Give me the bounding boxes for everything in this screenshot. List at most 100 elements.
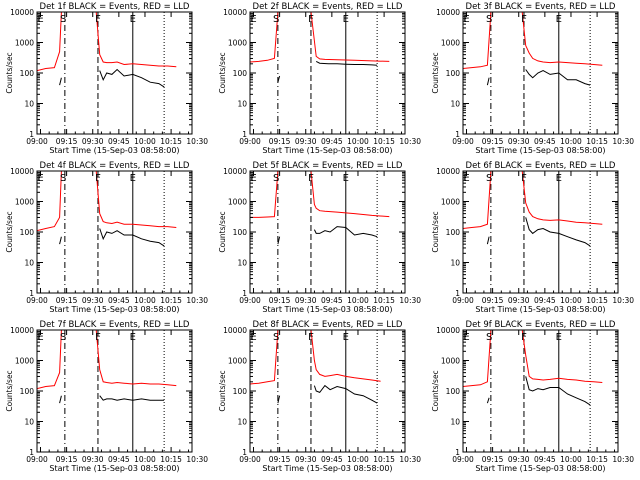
- phase-marker: F: [521, 332, 527, 343]
- series-line: [277, 75, 281, 83]
- y-tick-label: 1000: [15, 39, 34, 48]
- plot-frame: [249, 170, 406, 294]
- x-tick-label: 09:15: [56, 296, 78, 305]
- phase-marker: E: [250, 332, 256, 343]
- y-tick-label: 10000: [223, 167, 247, 176]
- series-line: [37, 330, 177, 390]
- y-tick-label: 1000: [15, 198, 34, 207]
- phase-marker: S: [273, 173, 279, 184]
- y-tick-label: 100: [233, 228, 248, 237]
- y-axis-label: Counts/sec: [431, 211, 440, 252]
- x-tick-label: 10:15: [160, 296, 182, 305]
- y-tick-label: 10000: [10, 326, 34, 335]
- x-tick-label: 10:30: [186, 455, 208, 464]
- chart-title: Det 5f BLACK = Events, RED = LLD: [253, 161, 403, 171]
- y-tick-label: 1: [455, 448, 460, 457]
- x-tick-label: 10:00: [347, 296, 369, 305]
- x-tick-label: 09:45: [321, 296, 343, 305]
- y-tick-label: 10000: [223, 326, 247, 335]
- x-tick-label: 10:15: [373, 137, 395, 146]
- series-line: [59, 236, 62, 245]
- plot-frame: [249, 329, 406, 453]
- series-line: [250, 171, 390, 218]
- phase-marker: S: [60, 14, 66, 25]
- x-tick-label: 09:15: [56, 455, 78, 464]
- y-tick-label: 1000: [228, 198, 247, 207]
- phase-marker: E: [250, 14, 256, 25]
- phase-marker: F: [521, 173, 527, 184]
- chart-title: Det 8f BLACK = Events, RED = LLD: [253, 320, 403, 330]
- y-tick-label: 1000: [15, 357, 34, 366]
- phase-marker: E: [556, 173, 562, 184]
- series-line: [486, 397, 490, 404]
- series-line: [59, 395, 62, 404]
- phase-marker: F: [95, 173, 101, 184]
- y-tick-label: 100: [446, 228, 461, 237]
- series-line: [525, 217, 591, 247]
- series-line: [37, 12, 177, 72]
- y-tick-label: 10: [450, 418, 460, 427]
- x-tick-label: 10:00: [134, 296, 156, 305]
- y-tick-label: 1: [455, 130, 460, 139]
- chart-title: Det 6f BLACK = Events, RED = LLD: [466, 161, 616, 171]
- series-line: [59, 77, 62, 86]
- chart-panel: Det 7f BLACK = Events, RED = LLD 1 10 100 10…: [5, 320, 208, 473]
- x-tick-label: 09:15: [56, 137, 78, 146]
- y-tick-label: 100: [446, 69, 461, 78]
- x-tick-label: 09:00: [239, 455, 261, 464]
- x-tick-label: 09:00: [452, 137, 474, 146]
- y-axis-label: Counts/sec: [218, 52, 227, 93]
- x-tick-label: 10:00: [347, 137, 369, 146]
- x-tick-label: 09:15: [269, 137, 291, 146]
- x-tick-label: 10:00: [134, 137, 156, 146]
- y-tick-label: 10: [237, 100, 247, 109]
- series-line: [313, 226, 378, 238]
- chart-title: Det 9f BLACK = Events, RED = LLD: [466, 320, 616, 330]
- y-tick-label: 100: [446, 387, 461, 396]
- phase-marker: E: [463, 332, 469, 343]
- x-axis-label: Start Time (15-Sep-03 08:58:00): [262, 146, 392, 155]
- x-axis-label: Start Time (15-Sep-03 08:58:00): [262, 464, 392, 473]
- x-tick-label: 10:30: [186, 137, 208, 146]
- phase-marker: S: [273, 332, 279, 343]
- x-tick-label: 09:15: [269, 455, 291, 464]
- x-tick-label: 10:15: [586, 137, 608, 146]
- phase-marker: F: [95, 332, 101, 343]
- phase-marker: S: [60, 173, 66, 184]
- series-line: [486, 236, 490, 245]
- series-line: [525, 69, 591, 86]
- x-tick-label: 10:00: [560, 296, 582, 305]
- chart-title: Det 4f BLACK = Events, RED = LLD: [40, 161, 190, 171]
- series-line: [525, 376, 591, 406]
- y-axis-label: Counts/sec: [5, 52, 14, 93]
- phase-marker: F: [308, 14, 314, 25]
- x-tick-label: 09:15: [482, 137, 504, 146]
- phase-marker: E: [37, 14, 43, 25]
- y-axis-label: Counts/sec: [5, 370, 14, 411]
- y-tick-label: 10000: [10, 167, 34, 176]
- x-tick-label: 09:15: [269, 296, 291, 305]
- x-tick-label: 10:00: [134, 455, 156, 464]
- phase-marker: E: [556, 14, 562, 25]
- x-tick-label: 10:15: [160, 455, 182, 464]
- x-tick-label: 09:30: [295, 455, 317, 464]
- x-tick-label: 09:45: [534, 455, 556, 464]
- phase-marker: E: [343, 332, 349, 343]
- x-tick-label: 09:30: [295, 137, 317, 146]
- y-tick-label: 100: [20, 387, 35, 396]
- y-tick-label: 10000: [436, 8, 460, 17]
- x-tick-label: 09:30: [508, 296, 530, 305]
- x-axis-label: Start Time (15-Sep-03 08:58:00): [475, 464, 605, 473]
- x-tick-label: 09:00: [239, 137, 261, 146]
- phase-marker: S: [486, 332, 492, 343]
- chart-panel: Det 3f BLACK = Events, RED = LLD 1 10 100 10…: [431, 2, 634, 155]
- x-tick-label: 10:00: [560, 455, 582, 464]
- chart-panel: Det 9f BLACK = Events, RED = LLD 1 10 100 10…: [431, 320, 634, 473]
- series-line: [315, 60, 378, 66]
- x-tick-label: 09:00: [26, 296, 48, 305]
- series-line: [463, 330, 603, 387]
- chart-panel: Det 6f BLACK = Events, RED = LLD 1 10 100 10…: [431, 161, 634, 314]
- x-tick-label: 09:00: [26, 455, 48, 464]
- series-line: [99, 395, 165, 401]
